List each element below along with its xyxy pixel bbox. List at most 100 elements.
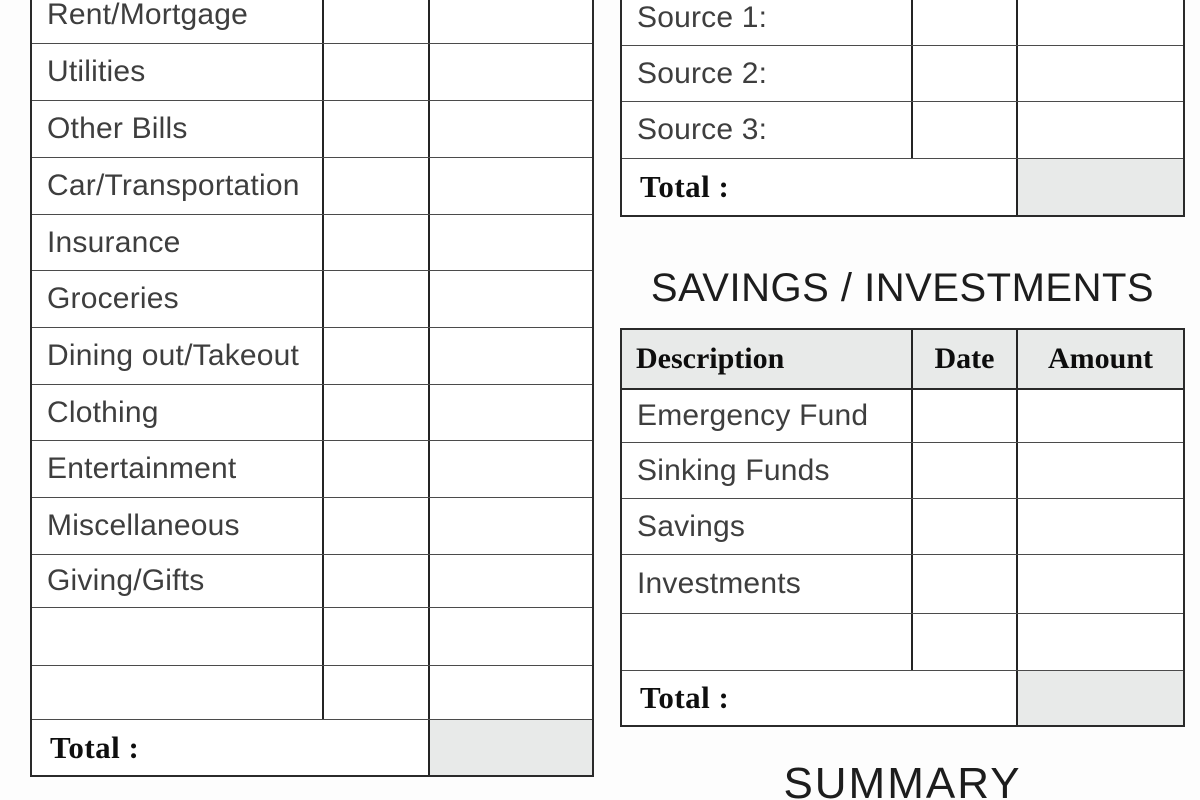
table-row-empty (622, 614, 1183, 671)
category-cell: Miscellaneous (32, 498, 324, 554)
blank-cell (324, 158, 430, 214)
total-label-cell: Total : (622, 159, 1018, 215)
summary-section-title: SUMMARY (783, 759, 1022, 800)
table-row: Source 1: (622, 0, 1183, 46)
category-cell: Entertainment (32, 441, 324, 497)
table-row: Investments (622, 555, 1183, 614)
blank-cell (913, 102, 1018, 158)
category-cell: Rent/Mortgage (32, 0, 324, 43)
header-row: Description Date Amount (622, 330, 1183, 390)
table-row: Savings (622, 499, 1183, 555)
source-cell: Source 1: (622, 0, 913, 45)
table-row: Miscellaneous (32, 498, 592, 555)
blank-cell (913, 46, 1018, 101)
income-table: Source 1: Source 2: Source 3: Total : (620, 0, 1185, 217)
description-cell: Sinking Funds (622, 443, 913, 498)
header-amount: Amount (1018, 330, 1183, 388)
category-label: Entertainment (47, 452, 237, 485)
source-label: Source 1: (637, 0, 768, 34)
category-cell: Giving/Gifts (32, 555, 324, 607)
category-label: Miscellaneous (47, 509, 240, 542)
description-cell: Emergency Fund (622, 390, 913, 442)
source-cell: Source 3: (622, 102, 913, 158)
blank-cell (324, 666, 430, 719)
total-label-cell: Total : (622, 671, 1018, 725)
table-row: Insurance (32, 215, 592, 271)
category-cell: Insurance (32, 215, 324, 270)
blank-cell (324, 0, 430, 43)
blank-cell (324, 555, 430, 607)
total-label-cell: Total : (32, 720, 430, 775)
table-row: Giving/Gifts (32, 555, 592, 608)
blank-cell (430, 44, 592, 100)
table-row: Other Bills (32, 101, 592, 158)
category-cell (32, 666, 324, 719)
category-cell: Utilities (32, 44, 324, 100)
category-label: Other Bills (47, 112, 188, 145)
blank-cell (1018, 499, 1183, 554)
blank-cell (1018, 102, 1183, 158)
table-row-empty (32, 608, 592, 666)
blank-cell (913, 0, 1018, 45)
blank-cell (324, 385, 430, 440)
table-row: Utilities (32, 44, 592, 101)
total-amount-cell (430, 720, 592, 775)
blank-cell (913, 499, 1018, 554)
source-label: Source 3: (637, 113, 768, 146)
blank-cell (430, 328, 592, 384)
source-cell: Source 2: (622, 46, 913, 101)
category-cell: Groceries (32, 271, 324, 327)
blank-cell (1018, 555, 1183, 613)
table-row: Clothing (32, 385, 592, 441)
description-label: Investments (637, 567, 801, 600)
blank-cell (1018, 0, 1183, 45)
category-cell: Clothing (32, 385, 324, 440)
category-label: Insurance (47, 225, 181, 259)
table-row: Dining out/Takeout (32, 328, 592, 385)
table-row: Car/Transportation (32, 158, 592, 215)
table-row: Source 2: (622, 46, 1183, 102)
blank-cell (913, 614, 1018, 670)
blank-cell (324, 328, 430, 384)
blank-cell (430, 215, 592, 270)
category-cell: Car/Transportation (32, 158, 324, 214)
blank-cell (324, 44, 430, 100)
blank-cell (913, 443, 1018, 498)
blank-cell (1018, 390, 1183, 442)
blank-cell (1018, 443, 1183, 498)
table-row: Groceries (32, 271, 592, 328)
blank-cell (1018, 614, 1183, 670)
blank-cell (913, 390, 1018, 442)
header-description: Description (622, 330, 913, 388)
blank-cell (913, 555, 1018, 613)
savings-table: Description Date Amount Emergency Fund S… (620, 328, 1185, 727)
total-row: Total : (32, 720, 592, 775)
blank-cell (324, 441, 430, 497)
table-row: Sinking Funds (622, 443, 1183, 499)
blank-cell (430, 608, 592, 665)
category-label: Clothing (47, 395, 159, 429)
description-label: Emergency Fund (637, 399, 869, 432)
category-cell (32, 608, 324, 665)
category-cell: Other Bills (32, 101, 324, 157)
description-cell (622, 614, 913, 670)
description-cell: Savings (622, 499, 913, 554)
total-amount-cell (1018, 671, 1183, 725)
blank-cell (324, 498, 430, 554)
source-label: Source 2: (637, 56, 768, 90)
description-label: Savings (637, 509, 746, 543)
table-row: Rent/Mortgage (32, 0, 592, 44)
blank-cell (324, 608, 430, 665)
total-label: Total : (640, 169, 730, 204)
blank-cell (430, 666, 592, 719)
table-row: Emergency Fund (622, 390, 1183, 443)
expenses-table: Rent/Mortgage Utilities Other Bills Car/… (30, 0, 594, 777)
blank-cell (430, 271, 592, 327)
total-row: Total : (622, 671, 1183, 725)
blank-cell (430, 0, 592, 43)
category-cell: Dining out/Takeout (32, 328, 324, 384)
table-row: Source 3: (622, 102, 1183, 159)
blank-cell (430, 101, 592, 157)
blank-cell (324, 101, 430, 157)
